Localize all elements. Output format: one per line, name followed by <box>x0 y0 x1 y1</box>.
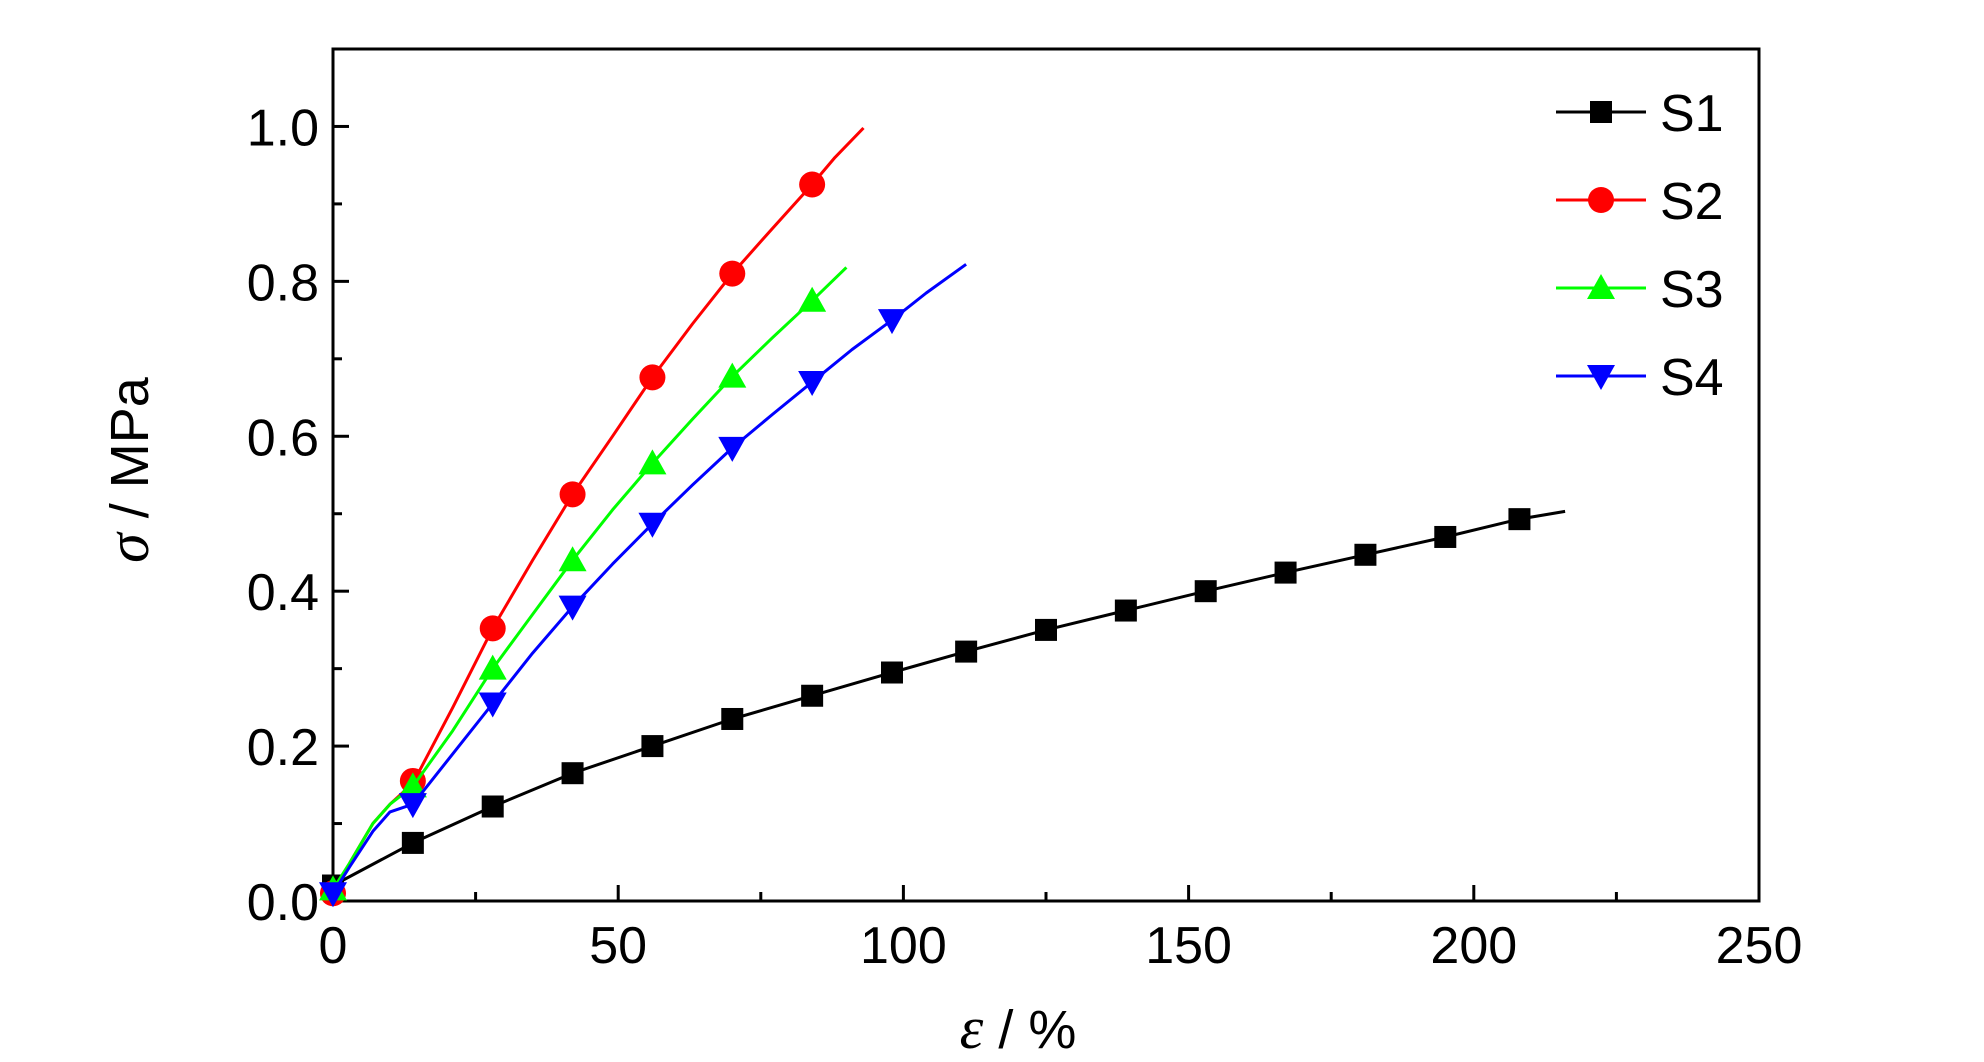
data-point <box>799 171 826 198</box>
y-tick-label: 0.0 <box>247 874 319 932</box>
data-point <box>1434 525 1457 548</box>
data-point <box>801 684 824 707</box>
series-line <box>331 266 848 891</box>
data-point <box>561 762 584 785</box>
data-point <box>1194 580 1217 603</box>
series-layer <box>319 126 1566 908</box>
series-s1 <box>322 508 1566 897</box>
x-tick-label: 0 <box>319 917 348 975</box>
data-point <box>798 286 827 312</box>
data-point <box>719 260 746 287</box>
data-point <box>718 362 747 388</box>
data-point <box>718 436 747 462</box>
x-tick-label: 250 <box>1716 917 1803 975</box>
data-point <box>398 772 427 798</box>
legend-marker <box>1587 274 1615 299</box>
data-point <box>1035 618 1057 641</box>
y-tick-label: 1.0 <box>247 99 319 157</box>
legend-label: S3 <box>1660 261 1724 319</box>
series-s3 <box>319 266 848 901</box>
legend-label: S4 <box>1660 349 1724 407</box>
data-point <box>319 882 347 908</box>
y-tick-label: 0.2 <box>247 719 319 777</box>
data-point <box>880 661 903 684</box>
data-point <box>481 795 504 818</box>
x-axis-title: ε / % <box>960 995 1077 1061</box>
x-tick-label: 150 <box>1145 917 1232 975</box>
series-line <box>331 263 967 895</box>
y-tick-label: 0.6 <box>247 409 319 467</box>
legend-marker <box>1588 187 1614 213</box>
data-point <box>559 481 586 508</box>
x-tick-label: 200 <box>1430 917 1517 975</box>
x-tick-label: 50 <box>589 917 647 975</box>
data-point <box>401 831 424 854</box>
legend-item-s4: S4 <box>1556 349 1724 407</box>
data-point <box>398 793 427 819</box>
legend-label: S1 <box>1660 85 1724 143</box>
y-axis-unit: / MPa <box>100 376 160 533</box>
data-point <box>641 735 664 758</box>
legend-item-s3: S3 <box>1556 261 1724 319</box>
data-point <box>479 615 506 642</box>
x-tick-label: 100 <box>860 917 947 975</box>
y-axis-symbol: σ <box>95 531 161 563</box>
data-point <box>1114 599 1137 622</box>
y-tick-label: 0.8 <box>247 254 319 312</box>
y-axis-title: σ / MPa <box>95 376 161 563</box>
data-point <box>798 371 827 397</box>
data-point <box>1508 508 1531 531</box>
legend-marker <box>1590 101 1612 123</box>
data-point <box>478 654 507 680</box>
data-point <box>558 595 587 621</box>
data-point <box>558 546 587 572</box>
legend: S1 S2 S3 S4 <box>1556 85 1724 407</box>
data-point <box>478 692 507 718</box>
data-point <box>721 707 744 730</box>
data-point <box>1354 543 1377 566</box>
data-point <box>1274 561 1297 584</box>
x-axis-symbol: ε <box>960 995 984 1061</box>
axis-ticks: 0 50 100 150 200 250 0.0 0.2 0.4 0.6 0.8 1.0 <box>247 99 1803 975</box>
data-point <box>955 640 978 663</box>
series-s4 <box>319 263 967 908</box>
data-point <box>877 309 906 335</box>
data-point <box>638 512 667 538</box>
series-line <box>332 509 1566 887</box>
plot-frame <box>331 47 1761 903</box>
legend-item-s1: S1 <box>1556 85 1724 143</box>
data-point <box>639 364 666 391</box>
legend-label: S2 <box>1660 173 1724 231</box>
y-tick-label: 0.4 <box>247 564 319 622</box>
x-axis-unit: / % <box>983 1000 1076 1060</box>
series-s2 <box>320 126 865 907</box>
data-point <box>638 449 667 475</box>
legend-item-s2: S2 <box>1556 173 1724 231</box>
legend-marker <box>1587 365 1615 390</box>
